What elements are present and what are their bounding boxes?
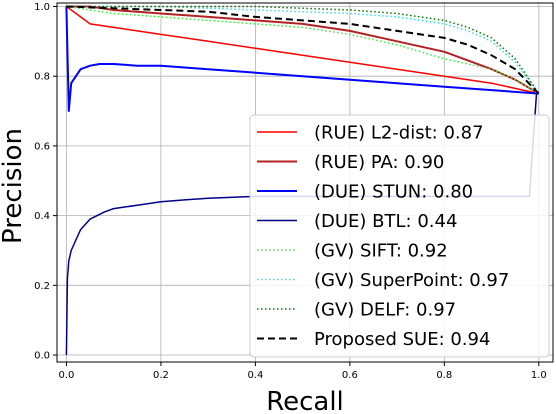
legend-label: (DUE) BTL: 0.44 <box>314 211 457 232</box>
legend: (RUE) L2-dist: 0.87 (RUE) PA: 0.90 (DUE) S… <box>249 114 550 358</box>
legend-label: (RUE) PA: 0.90 <box>314 152 444 173</box>
y-tick-label: 0.0 <box>34 351 50 362</box>
y-tick-label: 0.8 <box>34 72 50 83</box>
series-line-2 <box>66 5 540 95</box>
plot-frame <box>56 2 554 363</box>
y-tick-label: 1.0 <box>34 2 50 13</box>
x-tick-label: 0.8 <box>436 370 452 381</box>
series-line-7 <box>66 5 540 95</box>
x-tick-label: 0.0 <box>58 370 74 381</box>
series-line-5 <box>66 5 540 95</box>
legend-label: (RUE) L2-dist: 0.87 <box>314 123 484 144</box>
series-line-1 <box>65 5 539 95</box>
y-tick-label: 0.4 <box>34 211 50 222</box>
x-tick-label: 0.4 <box>247 370 263 381</box>
legend-label: (GV) DELF: 0.97 <box>314 300 456 321</box>
x-tick-label: 0.6 <box>342 370 358 381</box>
y-tick-label: 0.2 <box>34 281 50 292</box>
y-axis-label: Precision <box>0 128 28 244</box>
series-line-3 <box>65 6 539 112</box>
axis-ticks: 0.0 0.2 0.4 0.6 0.8 1.0 0.0 0.2 0.4 0.6 0.8 1.0 <box>34 2 547 381</box>
legend-label: (GV) SIFT: 0.92 <box>314 241 448 262</box>
legend-box <box>249 114 550 358</box>
series-lines <box>65 5 540 356</box>
x-tick-label: 0.2 <box>153 370 169 381</box>
legend-label: Proposed SUE: 0.94 <box>314 329 490 350</box>
x-tick-label: 1.0 <box>531 370 547 381</box>
legend-label: (DUE) STUN: 0.80 <box>314 182 473 203</box>
y-tick-label: 0.6 <box>34 141 50 152</box>
series-line-6 <box>66 5 540 95</box>
legend-label: (GV) SuperPoint: 0.97 <box>314 270 509 291</box>
series-line-8 <box>66 5 540 95</box>
x-axis-label: Recall <box>266 387 344 414</box>
